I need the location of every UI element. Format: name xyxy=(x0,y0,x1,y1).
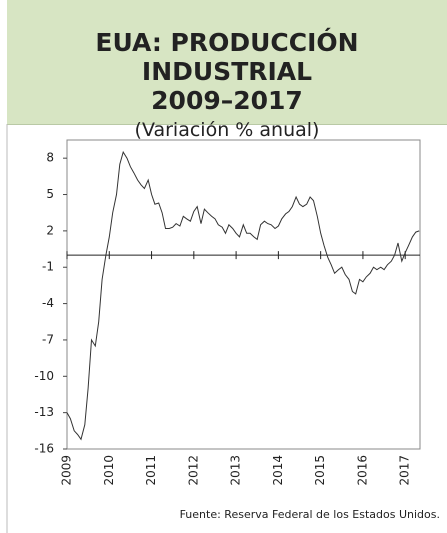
y-tick-label: -4 xyxy=(42,296,54,310)
x-tick-label: 2010 xyxy=(102,455,116,486)
x-tick-label: 2016 xyxy=(355,455,369,486)
x-tick-label: 2014 xyxy=(271,455,285,486)
x-tick-label: 2011 xyxy=(144,455,158,486)
y-tick-label: 5 xyxy=(46,187,54,201)
x-tick-label: 2009 xyxy=(60,455,74,486)
title-line: 2009–2017 xyxy=(151,86,303,115)
x-tick-label: 2017 xyxy=(398,455,412,486)
y-tick-label: -16 xyxy=(34,442,54,456)
x-tick-label: 2013 xyxy=(229,455,243,486)
header: EUA: PRODUCCIÓN INDUSTRIAL 2009–2017 (Va… xyxy=(7,0,447,141)
x-tick-label: 2015 xyxy=(313,455,327,486)
source: Fuente: Reserva Federal de los Estados U… xyxy=(180,508,440,521)
title-line: EUA: PRODUCCIÓN INDUSTRIAL xyxy=(95,28,359,86)
y-tick-label: 2 xyxy=(46,223,54,237)
y-tick-label: -1 xyxy=(42,260,54,274)
plot-frame xyxy=(66,139,421,450)
y-tick-label: 8 xyxy=(46,151,54,165)
y-tick-label: -13 xyxy=(34,405,54,419)
y-tick-label: -7 xyxy=(42,332,54,346)
x-tick-label: 2012 xyxy=(186,455,200,486)
y-tick-label: -10 xyxy=(34,369,54,383)
data-line xyxy=(66,150,420,441)
subtitle: (Variación % anual) xyxy=(134,119,320,141)
